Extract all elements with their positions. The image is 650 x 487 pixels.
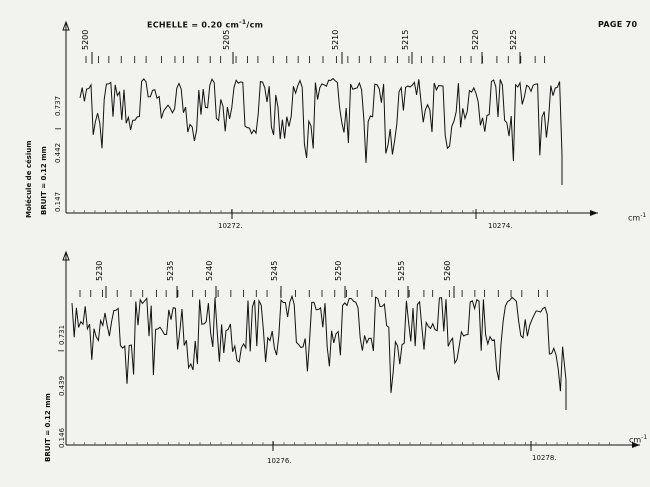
x-tick-label-lower-1: 10278. <box>532 454 557 462</box>
intensity-symbol-lower: I <box>57 349 66 352</box>
intensity-tick-upper-0: 0.737 <box>54 95 62 116</box>
intensity-tick-lower-1: 0.439 <box>58 375 66 396</box>
panel-lower: 5230 5235 5240 5245 5250 5255 5260 <box>62 250 640 451</box>
line-label-4: 5250 <box>334 261 343 281</box>
x-unit-lower: cm-1 <box>629 434 648 445</box>
x-tick-label-lower-0: 10276. <box>267 457 292 465</box>
line-label-2: 5210 <box>331 30 340 50</box>
noise-label-lower: BRUIT = 0.12 mm <box>44 393 52 462</box>
line-label-5: 5255 <box>397 261 406 281</box>
x-axis-arrow <box>590 210 598 216</box>
x-axis-arrow <box>632 442 640 448</box>
line-label-0: 5230 <box>95 261 104 281</box>
noise-label-upper: BRUIT = 0.12 mm <box>40 146 48 215</box>
x-unit-upper: cm-1 <box>628 212 647 223</box>
panel-upper: 5200 5205 5210 5215 5220 5225 <box>62 20 598 219</box>
y-axis-arrow <box>62 20 70 31</box>
x-tick-label-upper-0: 10272. <box>218 222 243 230</box>
intensity-tick-upper-2: 0.147 <box>54 191 62 212</box>
intensity-tick-lower-2: 0.146 <box>58 427 66 448</box>
spectrum-trace <box>71 294 567 410</box>
y-axis-arrow <box>62 250 70 261</box>
intensity-symbol-upper: I <box>54 127 63 130</box>
line-label-3: 5215 <box>401 30 410 50</box>
line-label-1: 5205 <box>222 30 231 50</box>
molecule-title: Molécule de césium <box>25 140 33 218</box>
intensity-tick-lower-0: 0.731 <box>58 324 66 345</box>
line-label-0: 5200 <box>81 30 90 50</box>
line-label-2: 5240 <box>205 261 214 281</box>
line-label-4: 5220 <box>471 30 480 50</box>
x-tick-label-upper-1: 10274. <box>488 222 513 230</box>
line-label-3: 5245 <box>270 261 279 281</box>
scale-label: ECHELLE = 0.20 cm-1/cm <box>147 19 264 30</box>
page-number: PAGE 70 <box>598 20 638 29</box>
line-label-5: 5225 <box>509 30 518 50</box>
intensity-tick-upper-1: 0.442 <box>54 142 62 163</box>
line-label-1: 5235 <box>166 261 175 281</box>
spectrum-trace <box>79 77 563 185</box>
line-label-6: 5260 <box>443 261 452 281</box>
